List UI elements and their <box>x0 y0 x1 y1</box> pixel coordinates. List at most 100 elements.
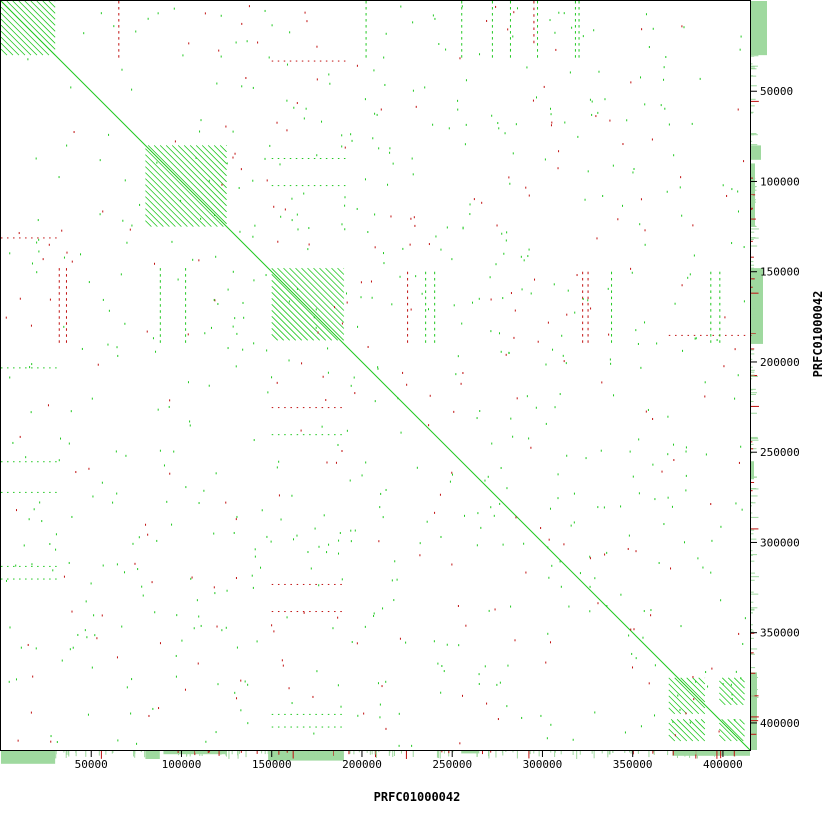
forward-match-segment-dot <box>340 726 342 728</box>
scatter-dot <box>516 397 518 400</box>
scatter-dot <box>177 278 179 281</box>
repeat-block-line <box>0 6 50 56</box>
forward-match-segment-dot <box>365 31 367 34</box>
forward-match-segment-dot <box>290 726 292 728</box>
coverage-tick <box>308 751 310 756</box>
scatter-dot <box>94 634 96 637</box>
scatter-dot <box>498 127 500 130</box>
scatter-dot <box>102 298 104 301</box>
coverage-tick <box>751 318 757 320</box>
scatter-dot <box>112 501 114 504</box>
repeat-block-line <box>668 707 676 715</box>
scatter-dot <box>584 198 586 201</box>
scatter-dot <box>247 722 249 725</box>
scatter-dot <box>478 297 480 300</box>
scatter-dot <box>116 656 118 659</box>
forward-match-segment-dot <box>537 37 539 40</box>
repeat-block-line <box>145 190 182 227</box>
scatter-dot <box>317 331 319 334</box>
coverage-tick <box>751 314 758 316</box>
scatter-dot <box>535 96 537 99</box>
scatter-dot <box>564 121 566 124</box>
scatter-dot <box>61 659 63 662</box>
scatter-dot <box>600 449 602 452</box>
scatter-dot <box>380 492 382 495</box>
coverage-tick <box>751 720 759 722</box>
scatter-dot <box>437 662 439 665</box>
y-tick-label: 100000 <box>760 175 800 188</box>
forward-match-segment-dot <box>578 19 580 22</box>
reverse-match-segment-dot <box>407 309 409 312</box>
scatter-dot <box>693 698 695 701</box>
coverage-tick <box>751 374 755 376</box>
coverage-tick <box>743 751 745 753</box>
coverage-tick <box>495 751 497 758</box>
scatter-dot <box>743 246 745 249</box>
reverse-match-segment-dot <box>533 1 535 4</box>
forward-match-segment-dot <box>434 277 436 281</box>
scatter-dot <box>210 326 212 329</box>
coverage-tick <box>751 65 758 67</box>
coverage-tick <box>294 751 296 755</box>
reverse-match-segment-dot <box>49 237 51 239</box>
reverse-match-segment-dot <box>58 286 60 289</box>
reverse-match-segment-dot <box>65 304 67 307</box>
scatter-dot <box>124 571 126 574</box>
forward-match-segment-dot <box>719 296 721 300</box>
coverage-tick <box>751 333 759 335</box>
scatter-dot <box>635 329 637 332</box>
scatter-dot <box>142 594 144 597</box>
scatter-dot <box>490 330 492 333</box>
scatter-dot <box>446 226 448 229</box>
scatter-dot <box>377 367 379 370</box>
coverage-tick <box>219 751 221 754</box>
coverage-tick <box>751 393 757 395</box>
scatter-dot <box>377 682 379 685</box>
coverage-tick <box>199 751 201 756</box>
coverage-tick <box>751 245 758 247</box>
repeat-block-line <box>307 267 345 305</box>
coverage-tick <box>751 400 754 402</box>
scatter-dot <box>547 632 549 635</box>
scatter-dot <box>428 308 430 311</box>
reverse-match-segment <box>65 268 67 343</box>
forward-match-segment-dot <box>1 367 3 369</box>
y-tick-label: 350000 <box>760 627 800 640</box>
scatter-dot <box>357 714 359 717</box>
scatter-dot <box>674 302 676 305</box>
scatter-dot <box>469 203 471 206</box>
scatter-dot <box>39 501 41 504</box>
scatter-dot <box>9 626 11 629</box>
scatter-dot <box>116 563 118 566</box>
scatter-dot <box>173 450 175 453</box>
scatter-dot <box>214 299 216 302</box>
repeat-block-line <box>18 0 56 38</box>
scatter-dot <box>476 544 478 547</box>
forward-match-segment-dot <box>49 461 51 463</box>
repeat-block-line <box>668 728 682 742</box>
scatter-dot <box>12 441 14 444</box>
scatter-dot <box>121 68 123 71</box>
scatter-dot <box>543 85 545 88</box>
scatter-dot <box>297 228 299 231</box>
scatter-dot <box>17 739 19 742</box>
scatter-dot <box>374 112 376 115</box>
scatter-dot <box>351 139 353 142</box>
scatter-dot <box>612 164 614 167</box>
forward-match-segment-dot <box>710 327 712 331</box>
scatter-dot <box>550 723 552 726</box>
scatter-dot <box>458 644 460 647</box>
scatter-dot <box>316 45 318 48</box>
scatter-dot <box>585 457 587 460</box>
scatter-dot <box>570 524 572 527</box>
coverage-tick <box>533 751 535 754</box>
reverse-match-segment-dot <box>343 60 346 62</box>
reverse-match-segment-dot <box>321 583 324 585</box>
scatter-dot <box>550 113 552 116</box>
forward-match-segment <box>461 1 463 58</box>
coverage-tick <box>261 751 263 754</box>
scatter-dot <box>501 232 503 235</box>
scatter-dot <box>225 501 227 504</box>
scatter-dot <box>652 417 654 420</box>
repeat-block-line <box>668 677 706 715</box>
